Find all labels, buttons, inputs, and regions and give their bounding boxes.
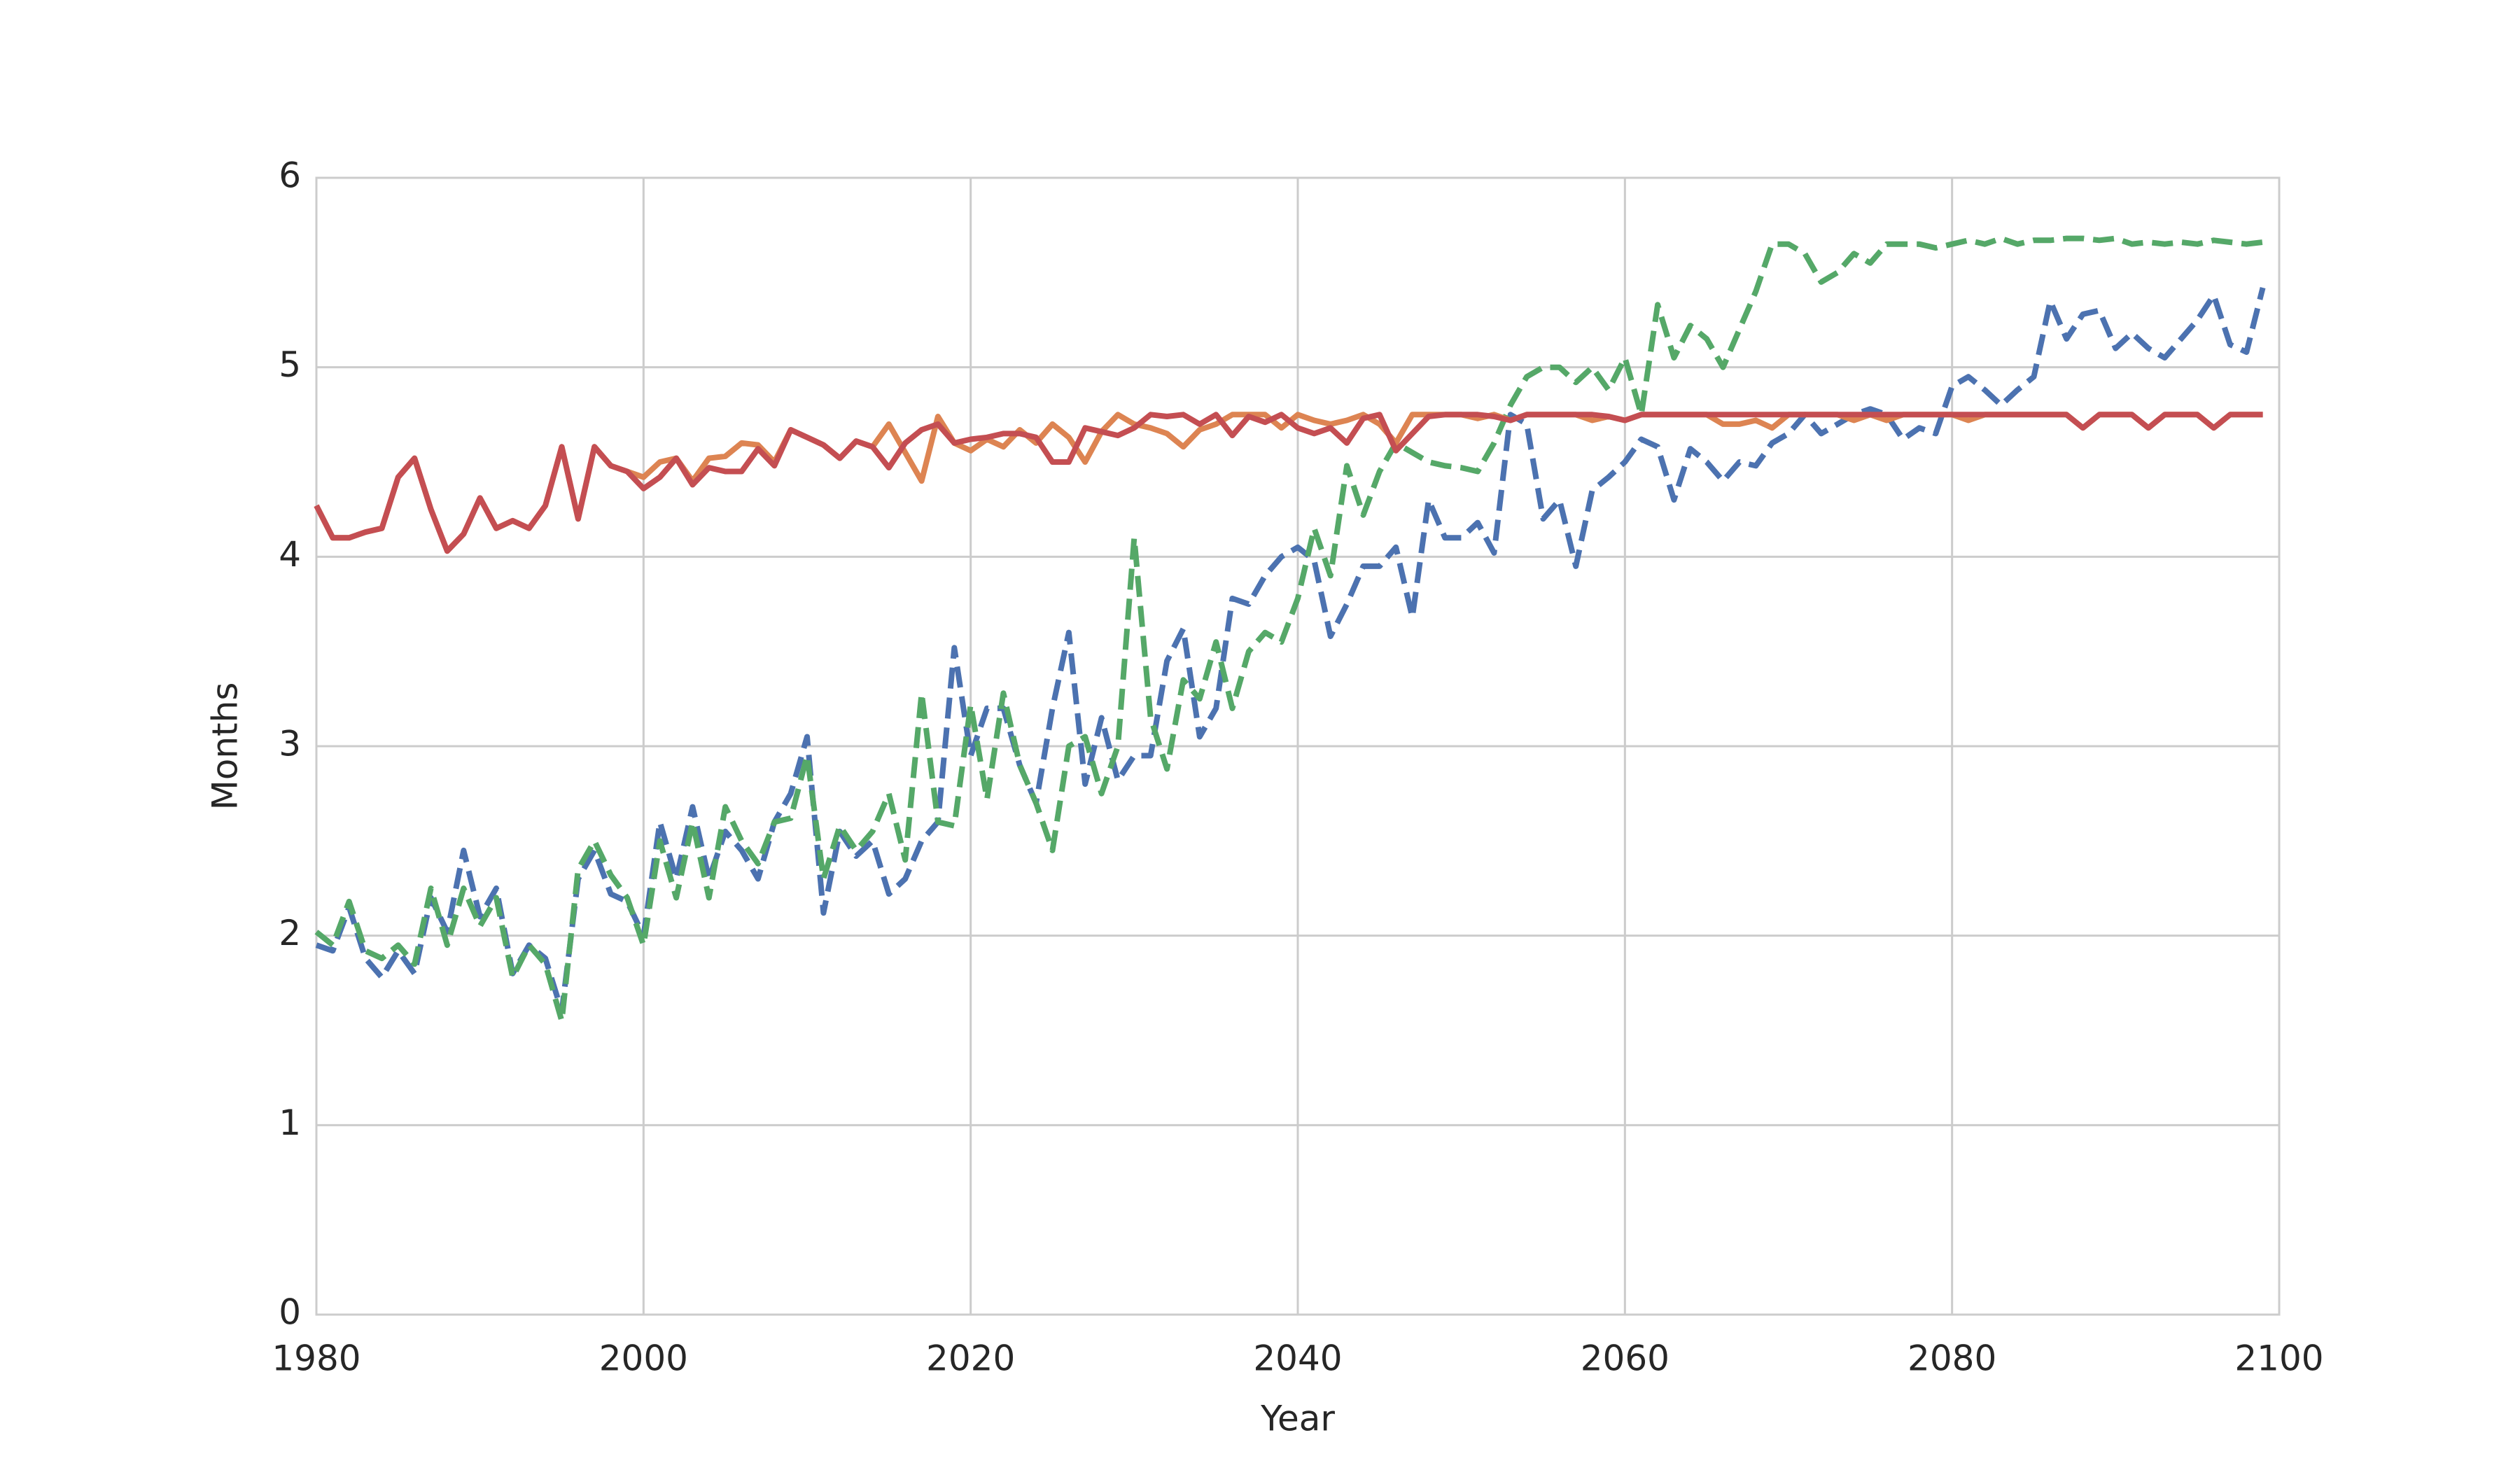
y-tick-label: 6 [279,155,301,196]
x-tick-label: 2060 [1581,1338,1670,1379]
x-tick-label: 2040 [1253,1338,1342,1379]
y-tick-label: 4 [279,534,301,575]
x-tick-label: 2020 [926,1338,1015,1379]
series-line [314,235,2264,1024]
x-tick-label: 1980 [272,1338,360,1379]
y-tick-label: 5 [279,344,301,385]
x-tick-label: 2000 [599,1338,688,1379]
series-line [315,287,2266,1014]
series-line [314,412,2263,554]
x-tick-label: 2100 [2234,1338,2323,1379]
y-axis-label: Months [205,682,246,811]
y-tick-label: 2 [279,913,301,953]
y-tick-label: 1 [279,1102,301,1143]
x-tick-label: 2080 [1907,1338,1996,1379]
y-tick-label: 0 [279,1292,301,1333]
plot-frame [315,176,2281,1316]
y-tick-label: 3 [279,724,301,764]
x-axis-label: Year [1260,1399,1335,1439]
